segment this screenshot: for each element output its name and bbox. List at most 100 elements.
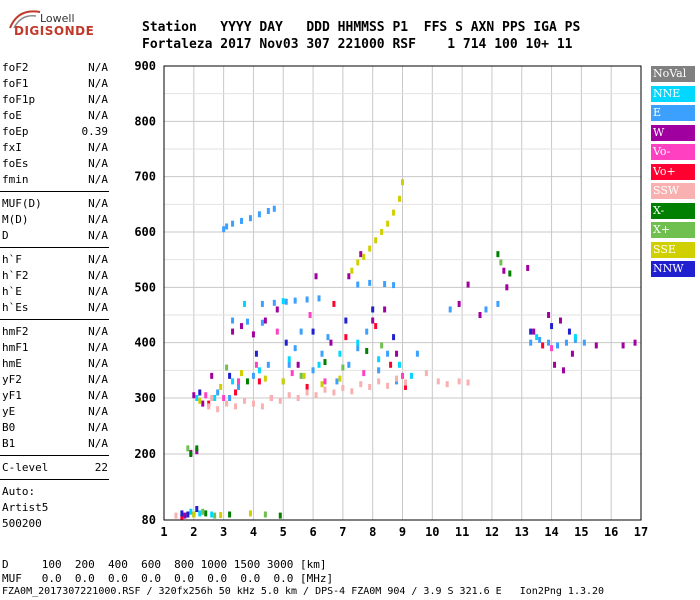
param-name: fmin (2, 173, 29, 186)
param-name: h`Es (2, 301, 29, 314)
param-value: N/A (88, 141, 108, 154)
legend-item-ssw: SSW (651, 183, 695, 199)
data-point-e (248, 215, 252, 222)
x-tick-label: 8 (369, 525, 376, 539)
data-point-vo (541, 342, 545, 349)
data-point-sse (386, 220, 390, 227)
data-point-nne (189, 508, 193, 515)
param-name: C-level (2, 461, 49, 474)
param-name: MUF(D) (2, 197, 42, 210)
data-point-sse (338, 375, 342, 382)
param-row-hmf1: hmF1 N/A (2, 340, 108, 356)
data-point-ssw (216, 406, 220, 413)
data-point-x (245, 378, 249, 385)
param-name: h`F2 (2, 269, 29, 282)
param-row-b0: B0 N/A (2, 420, 108, 436)
param-name: M(D) (2, 213, 29, 226)
data-point-e (228, 395, 232, 401)
data-point-ssw (341, 385, 345, 392)
data-point-e (356, 345, 360, 352)
data-point-ssw (278, 397, 282, 404)
data-point-nnw (311, 328, 315, 335)
footer-d-row: D 100 200 400 600 800 1000 1500 3000 [km… (2, 558, 327, 571)
data-point-e (320, 350, 324, 357)
x-tick-label: 7 (339, 525, 346, 539)
data-point-nne (317, 361, 321, 368)
data-point-sse (263, 375, 267, 382)
param-name: h`F (2, 253, 22, 266)
data-point-nne (281, 298, 285, 305)
param-row-fof1: foF1 N/A (2, 76, 108, 92)
param-name: hmF1 (2, 341, 29, 354)
data-point-nnw (284, 339, 288, 346)
param-value: N/A (88, 357, 108, 370)
param-row-hmf2: hmF2 N/A (2, 324, 108, 340)
y-tick-label: 400 (134, 336, 156, 350)
data-point-w (478, 312, 482, 318)
x-tick-label: 16 (604, 525, 618, 539)
data-point-nne (242, 300, 246, 307)
param-name: foEs (2, 157, 29, 170)
x-tick-label: 11 (455, 525, 469, 539)
param-name: hmF2 (2, 325, 29, 338)
data-point-w (395, 350, 399, 357)
data-point-e (311, 367, 315, 374)
param-value: N/A (88, 325, 108, 338)
data-point-ssw (174, 512, 178, 519)
legend-item-sse: SSE (651, 241, 695, 258)
data-point-e (272, 299, 276, 306)
data-point-w (561, 367, 565, 374)
param-row-fof1p: foF1p N/A (2, 92, 108, 108)
footer-file-row: FZA0M_2017307221000.RSF / 320fx256h 50 k… (2, 586, 605, 597)
data-point-vo (222, 395, 226, 401)
param-separator (0, 191, 109, 192)
data-point-x (380, 342, 384, 349)
data-point-w (526, 264, 530, 271)
data-point-ssw (395, 375, 399, 382)
data-point-x (195, 445, 199, 452)
param-value: N/A (88, 405, 108, 418)
data-point-w (251, 331, 255, 338)
data-point-sse (198, 397, 202, 404)
data-point-w (547, 312, 551, 318)
x-tick-label: 5 (280, 525, 287, 539)
x-tick-label: 10 (425, 525, 439, 539)
data-point-e (386, 350, 390, 357)
data-point-e (231, 220, 235, 227)
param-row-ye: yE N/A (2, 404, 108, 420)
param-separator (0, 479, 109, 480)
param-name: yF1 (2, 389, 22, 402)
param-name: foF1p (2, 93, 36, 106)
param-value: N/A (88, 157, 108, 170)
data-point-nnw (529, 328, 533, 335)
param-row-yf2: yF2 N/A (2, 372, 108, 388)
y-tick-label: 80 (142, 513, 156, 527)
data-point-nne (356, 339, 360, 346)
data-point-w (383, 306, 387, 313)
data-point-sse (192, 511, 196, 518)
data-point-w (275, 306, 279, 313)
data-point-vo (234, 389, 238, 396)
param-row-foes: foEs N/A (2, 156, 108, 172)
data-point-ssw (403, 379, 407, 386)
data-point-vo (305, 383, 309, 390)
param-value: N/A (88, 421, 108, 434)
data-point-sse (392, 209, 396, 216)
param-value: N/A (88, 229, 108, 242)
data-point-sse (374, 237, 378, 244)
data-point-vo (344, 334, 348, 341)
param-row-b1: B1 N/A (2, 436, 108, 452)
param-row-mufd: MUF(D) N/A (2, 196, 108, 212)
data-point-sse (401, 179, 404, 186)
data-point-ssw (207, 403, 211, 410)
data-point-e (415, 350, 419, 357)
param-row-he: h`E N/A (2, 284, 108, 300)
data-point-vo (323, 378, 327, 385)
data-point-vo (374, 323, 378, 330)
data-point-sse (219, 383, 223, 390)
data-point-ssw (269, 395, 273, 401)
data-point-nne (398, 361, 402, 368)
x-tick-label: 12 (485, 525, 499, 539)
param-row-foe: foE N/A (2, 108, 108, 124)
data-point-w (559, 317, 563, 324)
